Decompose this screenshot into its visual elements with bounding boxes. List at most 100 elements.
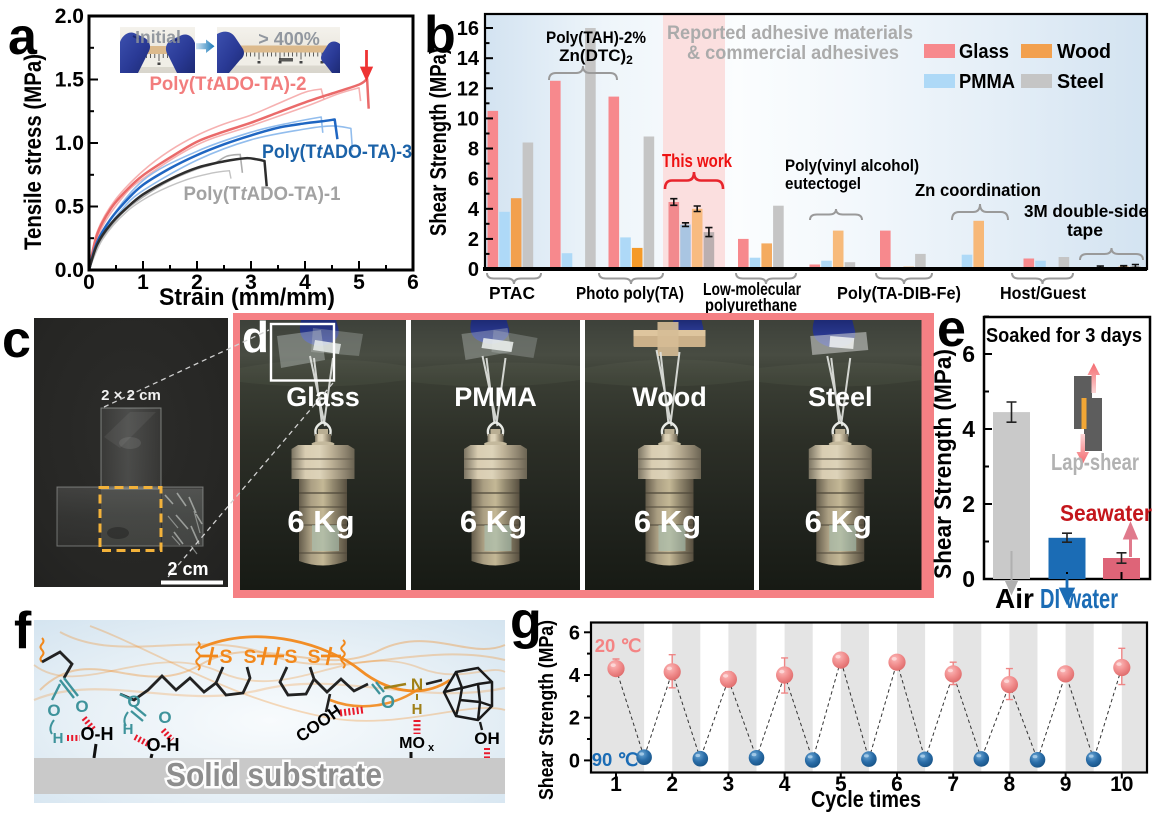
svg-text:0.5: 0.5	[55, 196, 85, 219]
svg-text:2: 2	[468, 229, 479, 251]
svg-text:2: 2	[666, 773, 678, 796]
svg-text:g: g	[510, 592, 542, 650]
svg-text:a: a	[8, 8, 38, 66]
svg-text:6 Kg: 6 Kg	[460, 504, 527, 539]
svg-text:0: 0	[962, 566, 975, 592]
svg-text:2: 2	[191, 271, 203, 294]
svg-text:f: f	[14, 602, 32, 660]
svg-text:4: 4	[569, 665, 581, 687]
svg-text:10: 10	[457, 108, 479, 130]
svg-text:2 cm: 2 cm	[167, 559, 208, 579]
svg-text:Zn coordination: Zn coordination	[915, 180, 1041, 200]
svg-text:1.5: 1.5	[55, 69, 85, 92]
svg-text:5: 5	[353, 271, 365, 294]
svg-text:7: 7	[947, 773, 959, 796]
svg-text:Wood: Wood	[632, 382, 706, 412]
svg-text:Wood: Wood	[1057, 41, 1111, 63]
svg-text:x: x	[428, 742, 435, 754]
svg-text:6: 6	[407, 271, 419, 294]
svg-text:0.0: 0.0	[55, 259, 84, 282]
svg-text:Photo poly(TA): Photo poly(TA)	[576, 283, 684, 303]
svg-text:Poly(TA-DIB-Fe): Poly(TA-DIB-Fe)	[837, 283, 961, 303]
svg-text:Zn(DTC)2: Zn(DTC)2	[559, 46, 633, 67]
svg-text:2.0: 2.0	[55, 5, 84, 28]
svg-text:0: 0	[83, 271, 95, 294]
svg-text:4: 4	[299, 271, 311, 294]
svg-text:Steel: Steel	[808, 382, 873, 412]
svg-text:6: 6	[468, 169, 479, 191]
svg-text:Strain (mm/mm): Strain (mm/mm)	[159, 284, 335, 311]
svg-text:0: 0	[468, 259, 479, 281]
svg-text:PMMA: PMMA	[959, 71, 1015, 93]
svg-text:Poly(TtADO-TA)-2: Poly(TtADO-TA)-2	[150, 74, 307, 95]
svg-text:4: 4	[962, 416, 975, 442]
svg-text:3: 3	[723, 773, 735, 796]
svg-text:O-H: O-H	[147, 735, 180, 755]
svg-text:90 ℃: 90 ℃	[592, 749, 639, 770]
svg-text:Solid substrate: Solid substrate	[166, 756, 382, 793]
svg-text:b: b	[424, 6, 456, 64]
svg-text:Glass: Glass	[959, 41, 1009, 63]
svg-text:S: S	[307, 646, 320, 668]
svg-text:20 ℃: 20 ℃	[595, 635, 642, 656]
svg-text:14: 14	[457, 48, 480, 70]
svg-text:Tensile stress (MPa): Tensile stress (MPa)	[20, 54, 47, 250]
svg-text:2 × 2 cm: 2 × 2 cm	[101, 387, 161, 404]
svg-text:4: 4	[468, 199, 480, 221]
svg-text:PTAC: PTAC	[489, 283, 535, 303]
svg-text:H: H	[123, 721, 134, 738]
svg-text:This work: This work	[662, 151, 733, 171]
svg-text:6: 6	[569, 622, 580, 644]
svg-text:2: 2	[569, 708, 580, 730]
svg-text:1: 1	[610, 773, 622, 796]
svg-text:16: 16	[457, 18, 479, 40]
svg-text:Poly(TAH)-2%: Poly(TAH)-2%	[546, 28, 646, 47]
svg-text:S: S	[243, 646, 256, 668]
svg-text:H: H	[53, 730, 64, 747]
svg-text:6 Kg: 6 Kg	[634, 504, 701, 539]
svg-text:Host/Guest: Host/Guest	[1000, 283, 1086, 303]
svg-text:O: O	[75, 697, 88, 716]
svg-text:6 Kg: 6 Kg	[287, 504, 354, 539]
svg-text:Cycle times: Cycle times	[811, 786, 921, 812]
svg-text:8: 8	[1004, 773, 1016, 796]
svg-text:10: 10	[1110, 773, 1133, 796]
svg-text:5: 5	[835, 773, 847, 796]
svg-text:12: 12	[457, 78, 479, 100]
svg-text:3M double-side: 3M double-side	[1024, 201, 1148, 221]
svg-text:6 Kg: 6 Kg	[805, 504, 872, 539]
svg-text:O-H: O-H	[81, 724, 114, 744]
svg-text:Shear Strength (MPa): Shear Strength (MPa)	[536, 620, 558, 800]
svg-text:Lap-shear: Lap-shear	[1051, 449, 1139, 475]
svg-text:6: 6	[962, 341, 975, 367]
svg-text:Poly(vinyl alcohol): Poly(vinyl alcohol)	[785, 157, 919, 175]
svg-text:d: d	[242, 313, 269, 362]
svg-text:1.0: 1.0	[55, 132, 84, 155]
svg-text:1: 1	[137, 271, 149, 294]
svg-text:9: 9	[1060, 773, 1072, 796]
svg-text:MO: MO	[399, 735, 425, 752]
svg-text:O: O	[158, 708, 171, 727]
svg-text:6: 6	[891, 773, 903, 796]
svg-text:Glass: Glass	[286, 382, 360, 412]
svg-text:S: S	[284, 646, 297, 668]
svg-text:Reported adhesive materials: Reported adhesive materials	[667, 22, 913, 44]
svg-text:PMMA: PMMA	[454, 382, 537, 412]
svg-text:Shear Strength (MPa): Shear Strength (MPa)	[930, 349, 957, 579]
svg-text:DI water: DI water	[1040, 583, 1118, 614]
svg-text:3: 3	[245, 271, 257, 294]
svg-text:N: N	[411, 675, 423, 694]
svg-text:Shear Strength (MPa): Shear Strength (MPa)	[425, 48, 451, 236]
svg-text:e: e	[937, 300, 966, 358]
svg-text:> 400%: > 400%	[258, 29, 320, 49]
svg-text:O: O	[381, 692, 395, 712]
svg-text:tape: tape	[1067, 220, 1103, 240]
svg-text:8: 8	[468, 139, 479, 161]
svg-text:OH: OH	[474, 729, 500, 748]
svg-text:2: 2	[962, 491, 975, 517]
svg-text:H: H	[412, 701, 423, 718]
svg-text:Seawater: Seawater	[1060, 500, 1152, 526]
svg-text:Initial: Initial	[135, 27, 181, 47]
svg-text:polyurethane: polyurethane	[705, 295, 797, 315]
svg-text:4: 4	[779, 773, 791, 796]
